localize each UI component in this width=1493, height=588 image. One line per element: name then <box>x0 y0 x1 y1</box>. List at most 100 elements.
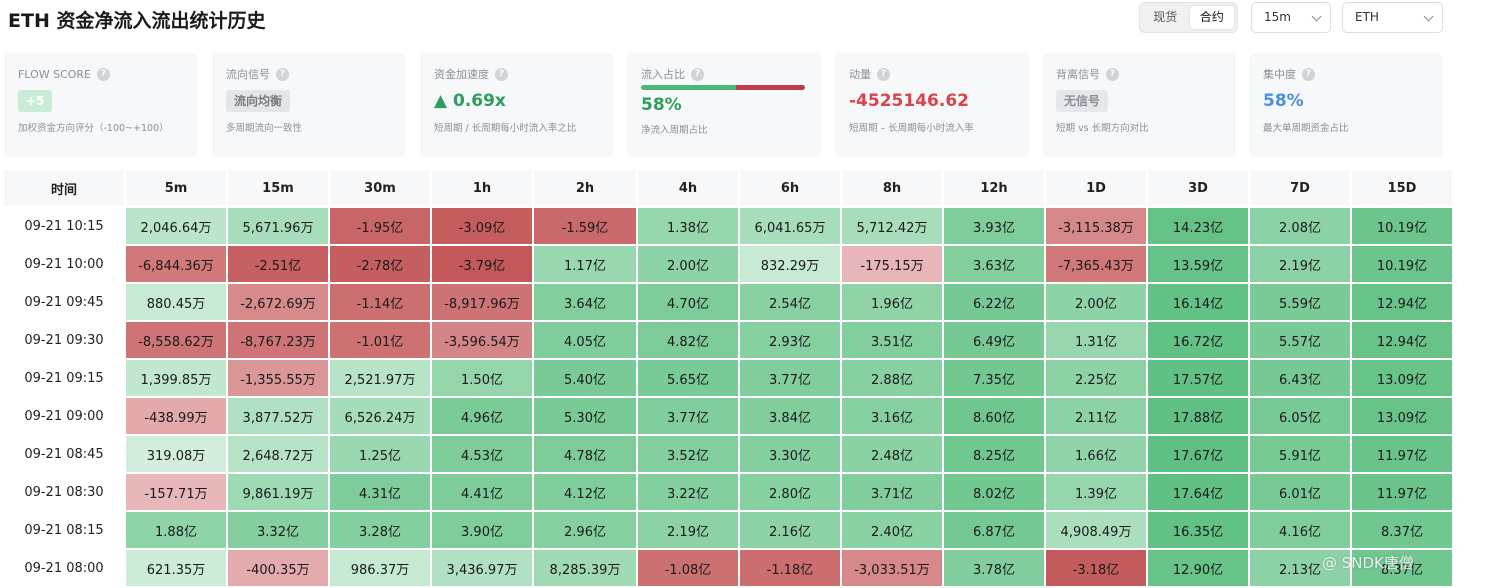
column-header-period: 4h <box>638 170 738 206</box>
help-icon[interactable]: ? <box>1106 67 1119 81</box>
column-header-period: 15m <box>228 170 328 206</box>
flow-value-cell: 6.49亿 <box>944 322 1044 358</box>
metric-value-row: 58% <box>641 92 807 118</box>
metric-label: FLOW SCORE <box>18 67 92 81</box>
metric-value: 58% <box>1263 91 1304 111</box>
flow-value-cell: 3.78亿 <box>944 550 1044 586</box>
flow-value-cell: 3.28亿 <box>330 512 430 548</box>
metric-card-header: 背离信号? <box>1056 66 1222 82</box>
column-header-time: 时间 <box>4 170 124 206</box>
help-icon[interactable]: ? <box>877 67 890 81</box>
flow-value-cell: -2,672.69万 <box>228 284 328 320</box>
column-header-period: 1h <box>432 170 532 206</box>
flow-value-cell: 5,712.42万 <box>842 208 942 244</box>
flow-value-cell: 8.25亿 <box>944 436 1044 472</box>
help-icon[interactable]: ? <box>276 67 289 81</box>
flow-value-cell: -3,115.38万 <box>1046 208 1146 244</box>
flow-value-cell: -1.01亿 <box>330 322 430 358</box>
time-cell: 09-21 08:45 <box>4 436 124 472</box>
flow-value-cell: 2,046.64万 <box>126 208 226 244</box>
flow-value-cell: 5.30亿 <box>534 398 636 434</box>
flow-value-cell: 621.35万 <box>126 550 226 586</box>
header: ETH 资金净流入流出统计历史 现货 合约 15m ETH <box>0 0 1493 40</box>
flow-value-cell: -3.18亿 <box>1046 550 1146 586</box>
flow-value-cell: -3.09亿 <box>432 208 532 244</box>
flow-value-cell: 880.45万 <box>126 284 226 320</box>
flow-value-cell: 5,671.96万 <box>228 208 328 244</box>
flow-value-cell: 14.23亿 <box>1148 208 1248 244</box>
table-header-row: 时间 5m 15m 30m 1h 2h 4h 6h 8h 12h 1D 3D 7D 15D <box>4 170 1452 206</box>
flow-value-cell: 2.19亿 <box>1250 246 1350 282</box>
flow-value-cell: 2,648.72万 <box>228 436 328 472</box>
flow-value-cell: 8.60亿 <box>944 398 1044 434</box>
flow-value-cell: 3.84亿 <box>740 398 840 434</box>
flow-value-cell: 4.41亿 <box>432 474 532 510</box>
flow-value-cell: -1.08亿 <box>638 550 738 586</box>
metric-label: 流向信号 <box>226 68 270 81</box>
flow-value-cell: -400.35万 <box>228 550 328 586</box>
flow-value-cell: 4.16亿 <box>1250 512 1350 548</box>
table-row: 09-21 08:15 1.88亿 3.32亿 3.28亿 3.90亿 2.96亿 2.19… <box>4 512 1452 548</box>
metric-card-header: 流向信号? <box>226 66 392 82</box>
flow-value-cell: -1,355.55万 <box>228 360 328 396</box>
metric-value-row: 无信号 <box>1056 88 1222 114</box>
help-icon[interactable]: ? <box>1302 67 1315 81</box>
help-icon[interactable]: ? <box>495 67 508 81</box>
flow-value-cell: 1.25亿 <box>330 436 430 472</box>
flow-value-cell: 2.16亿 <box>740 512 840 548</box>
flow-value-cell: 5.57亿 <box>1250 322 1350 358</box>
flow-value-cell: 4.70亿 <box>638 284 738 320</box>
time-cell: 09-21 09:45 <box>4 284 124 320</box>
flow-value-cell: 4.31亿 <box>330 474 430 510</box>
flow-value-cell: 16.72亿 <box>1148 322 1248 358</box>
metric-card: 流入占比? 58% 净流入周期占比 <box>627 53 821 157</box>
metric-card: 集中度? 58% 最大单周期资金占比 <box>1249 53 1443 157</box>
symbol-select[interactable]: ETH <box>1342 2 1443 33</box>
metric-value: +5 <box>18 90 53 112</box>
flow-value-cell: 1.38亿 <box>638 208 738 244</box>
help-icon[interactable]: ? <box>691 67 704 81</box>
flow-value-cell: -438.99万 <box>126 398 226 434</box>
column-header-period: 15D <box>1352 170 1452 206</box>
help-icon[interactable]: ? <box>97 67 111 81</box>
flow-value-cell: 3.77亿 <box>740 360 840 396</box>
metric-value: 流向均衡 <box>226 90 291 112</box>
mode-futures-button[interactable]: 合约 <box>1189 6 1234 29</box>
metric-cards: FLOW SCORE? +5 加权资金方向评分（-100~+100） 流向信号? 流向均… <box>4 53 1443 157</box>
metric-card: FLOW SCORE? +5 加权资金方向评分（-100~+100） <box>4 53 198 157</box>
column-header-period: 2h <box>534 170 636 206</box>
interval-select[interactable]: 15m <box>1251 2 1331 33</box>
flow-value-cell: 1.17亿 <box>534 246 636 282</box>
mode-spot-button[interactable]: 现货 <box>1153 10 1178 24</box>
flow-value-cell: 13.59亿 <box>1148 246 1248 282</box>
table-row: 09-21 08:00 621.35万 -400.35万 986.37万 3,436.9… <box>4 550 1452 586</box>
time-cell: 09-21 10:15 <box>4 208 124 244</box>
metric-card-header: 流入占比? <box>641 66 807 82</box>
flow-value-cell: 1.96亿 <box>842 284 942 320</box>
metric-description: 净流入周期占比 <box>641 125 708 136</box>
column-header-period: 30m <box>330 170 430 206</box>
flow-value-cell: 13.09亿 <box>1352 398 1452 434</box>
flow-value-cell: 3.63亿 <box>944 246 1044 282</box>
flow-value-cell: 13.09亿 <box>1352 360 1452 396</box>
flow-value-cell: 2.08亿 <box>1250 208 1350 244</box>
time-cell: 09-21 09:30 <box>4 322 124 358</box>
metric-label: 资金加速度 <box>434 68 489 81</box>
flow-value-cell: 5.91亿 <box>1250 436 1350 472</box>
flow-value-cell: 3.22亿 <box>638 474 738 510</box>
metric-description: 最大单周期资金占比 <box>1263 123 1349 134</box>
chevron-down-icon <box>1311 11 1322 22</box>
flow-value-cell: 2.13亿 <box>1250 550 1350 586</box>
flow-value-cell: -2.78亿 <box>330 246 430 282</box>
flow-value-cell: 3.77亿 <box>638 398 738 434</box>
flow-value-cell: 2.96亿 <box>534 512 636 548</box>
flow-value-cell: 8.37亿 <box>1352 512 1452 548</box>
interval-select-value: 15m <box>1264 10 1291 24</box>
flow-value-cell: 1.50亿 <box>432 360 532 396</box>
metric-description: 短周期 – 长周期每小时流入率 <box>849 123 974 134</box>
symbol-select-value: ETH <box>1355 10 1379 24</box>
flow-value-cell: -3,596.54万 <box>432 322 532 358</box>
flow-value-cell: 3.52亿 <box>638 436 738 472</box>
flow-value-cell: 6,526.24万 <box>330 398 430 434</box>
flow-value-cell: 1.88亿 <box>126 512 226 548</box>
